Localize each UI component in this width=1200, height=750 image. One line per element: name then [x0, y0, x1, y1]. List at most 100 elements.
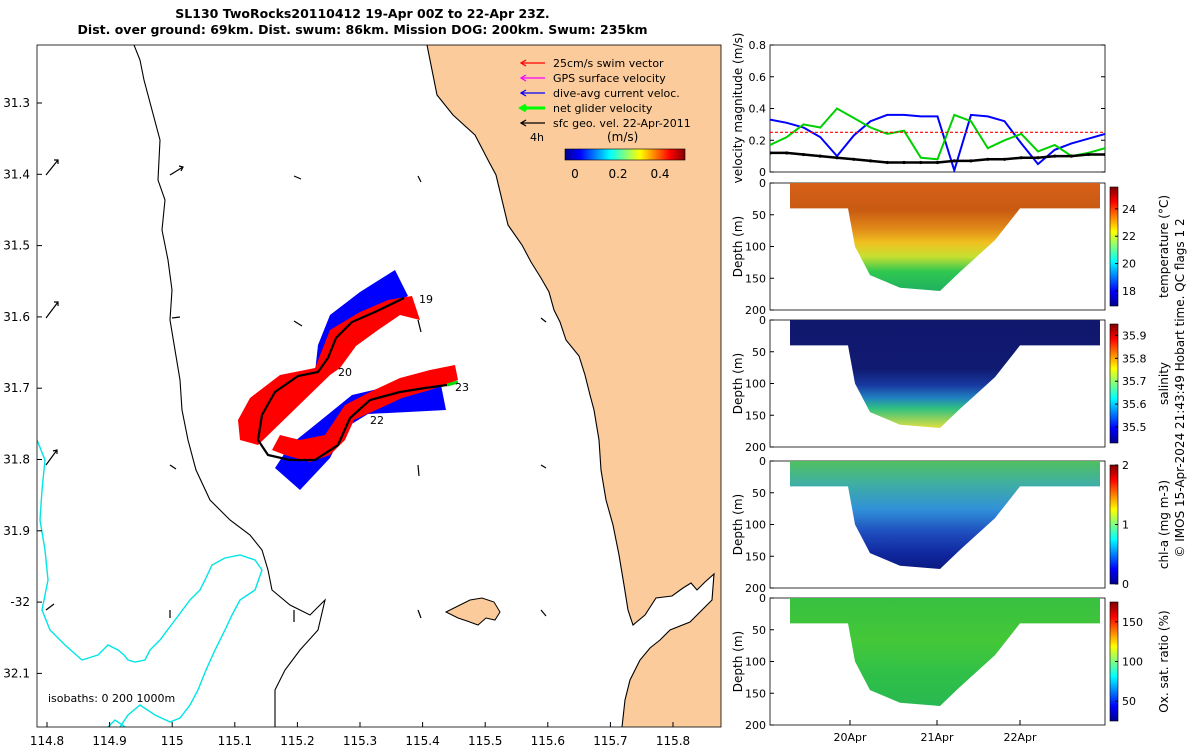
depth-tick-label: 50: [752, 346, 766, 359]
lon-tick-label: 115.2: [280, 734, 314, 748]
depth-axis-label: Depth (m): [731, 216, 745, 277]
garden-island: [444, 597, 501, 626]
colorbar-tick-label: 150: [1122, 616, 1143, 629]
velocity-point: [986, 157, 990, 161]
day-label-19: 19: [419, 293, 433, 306]
time-tick-label: 21Apr: [920, 731, 954, 744]
velocity-point: [868, 159, 873, 163]
legend-arrowhead: [519, 119, 527, 127]
speed-colorbar-tick: 0.4: [650, 167, 669, 181]
velocity-panel: 0 0.2 0.4 0.6 0.8 velocity magnitude (m/s): [731, 33, 1106, 184]
velocity-ylabel: velocity magnitude (m/s): [731, 33, 745, 184]
lon-tick-label: 115.7: [593, 734, 627, 748]
velocity-point: [969, 159, 973, 163]
depth-axis-label: Depth (m): [731, 631, 745, 692]
velocity-series-line: [770, 107, 1105, 161]
depth-tick-label: 200: [745, 441, 766, 454]
colorbar-label: Ox. sat. ratio (%): [1157, 610, 1171, 712]
legend-arrowhead: [519, 59, 527, 67]
velocity-point: [935, 160, 940, 165]
velocity-tick-label: 0.6: [749, 71, 767, 84]
velocity-series-line: [770, 113, 1105, 172]
velocity-point: [1002, 157, 1007, 161]
velocity-point: [1086, 152, 1090, 157]
section-data-fill: [790, 598, 1100, 706]
depth-tick-label: 50: [752, 624, 766, 637]
lon-tick-label: 115.4: [405, 734, 439, 748]
lat-tick-label: -32: [10, 595, 30, 609]
velocity-point: [818, 154, 822, 158]
legend-arrowhead: [519, 74, 527, 82]
depth-axis-label: Depth (m): [731, 494, 745, 555]
day-label-20: 20: [338, 366, 352, 379]
current-ribbon-upper: [315, 270, 408, 372]
colorbar-tick-label: 18: [1122, 285, 1136, 298]
depth-tick-label: 150: [745, 409, 766, 422]
lon-tick-label: 114.9: [92, 734, 126, 748]
velocity-point: [1069, 154, 1074, 158]
velocity-y-ticks: 0 0.2 0.4 0.6 0.8: [749, 39, 1105, 179]
colorbar-tick-label: 35.5: [1122, 421, 1147, 434]
velocity-point: [952, 159, 956, 163]
section-data-fill: [790, 320, 1100, 428]
velocity-point: [1036, 156, 1040, 160]
velocity-tick-label: 0: [759, 166, 766, 179]
speed-colorbar-unit: (m/s): [607, 130, 638, 144]
lon-tick-label: 115.8: [656, 734, 690, 748]
lat-tick-label: 31.5: [3, 239, 30, 253]
lat-tick-label: 31.7: [3, 381, 30, 395]
depth-tick-label: 200: [745, 719, 766, 732]
depth-tick-label: 200: [745, 582, 766, 595]
day-label-22: 22: [370, 414, 384, 427]
section-panel: 0 50 100 150 200 Depth (m) 18 20 22 24 temperature…: [731, 177, 1171, 317]
depth-tick-label: 0: [759, 455, 766, 468]
glider-track-map: 19 20 22 23 114.8 114.9 115 115.1 115.2 115.3…: [3, 44, 722, 748]
colorbar-tick-label: 35.7: [1122, 375, 1147, 388]
section-data-fill: [790, 461, 1100, 569]
swim-ribbon-upper: [238, 296, 420, 445]
current-ribbon-lower: [275, 380, 446, 490]
colorbar-tick-label: 22: [1122, 230, 1136, 243]
lat-tick-label: 31.9: [3, 524, 30, 538]
section-panel: 0 50 100 150 200 Depth (m) 50 100 150 Ox. sat. ra…: [731, 592, 1171, 732]
time-tick-label: 20Apr: [833, 731, 867, 744]
depth-tick-label: 0: [759, 314, 766, 327]
velocity-tick-label: 0.4: [749, 103, 767, 116]
lat-tick-label: 31.3: [3, 96, 30, 110]
velocity-point: [902, 160, 906, 165]
velocity-point: [919, 160, 923, 165]
velocity-tick-label: 0.2: [749, 134, 767, 147]
colorbar-tick-label: 35.8: [1122, 352, 1147, 365]
colorbar-tick-label: 35.9: [1122, 329, 1147, 342]
velocity-point: [785, 151, 789, 155]
legend-arrowhead: [519, 89, 527, 97]
lat-tick-label: 32.1: [3, 666, 30, 680]
legend-label: 25cm/s swim vector: [553, 57, 664, 70]
section-colorbar: [1109, 186, 1119, 307]
colorbar-tick-label: 24: [1122, 203, 1136, 216]
velocity-point: [1019, 156, 1023, 160]
isobath-1000m: [133, 45, 326, 727]
velocity-series: [770, 107, 1105, 172]
net-velocity-marker: [446, 380, 459, 387]
colorbar-label: temperature (°C): [1157, 195, 1171, 298]
lon-tick-label: 114.8: [30, 734, 64, 748]
colorbar-tick-label: 2: [1122, 459, 1129, 472]
lon-tick-label: 115.3: [343, 734, 377, 748]
time-step-label: 4h: [530, 131, 544, 144]
velocity-point: [770, 151, 772, 155]
velocity-point: [835, 156, 839, 160]
velocity-point: [1053, 154, 1057, 158]
speed-colorbar-tick: 0.2: [608, 167, 627, 181]
isobath-label: isobaths: 0 200 1000m: [48, 692, 175, 705]
depth-tick-label: 0: [759, 177, 766, 190]
legend-label: net glider velocity: [553, 102, 653, 115]
sfc-velocity-arrows: [45, 159, 547, 622]
depth-tick-label: 150: [745, 687, 766, 700]
time-tick-label: 22Apr: [1003, 731, 1037, 744]
speed-colorbar: [564, 148, 686, 161]
speed-colorbar-tick: 0: [571, 167, 579, 181]
lon-tick-label: 115: [161, 734, 184, 748]
colorbar-tick-label: 1: [1122, 519, 1129, 532]
isobath-200m: [37, 439, 263, 727]
